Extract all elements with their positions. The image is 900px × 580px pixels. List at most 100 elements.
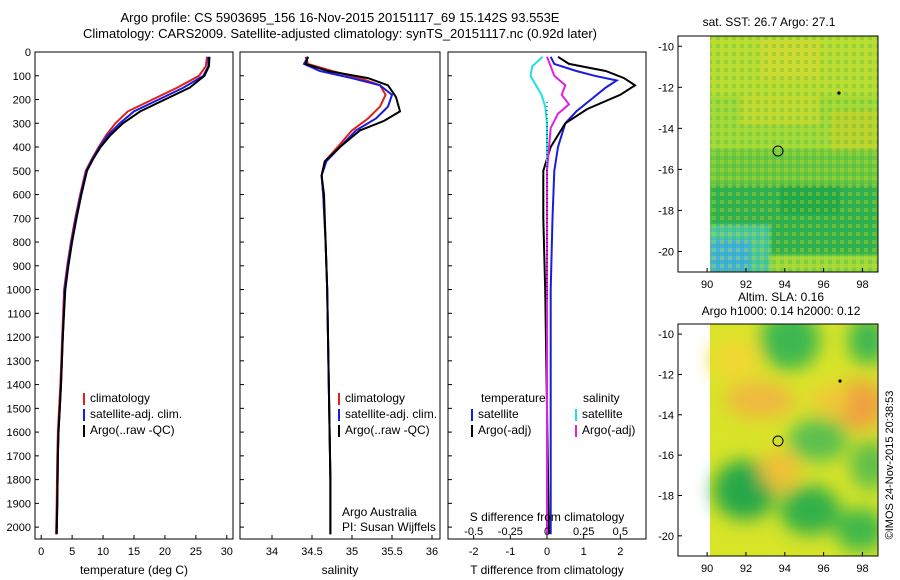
- map-xtick-label: 94: [779, 279, 791, 291]
- xtick-label: 35.5: [381, 546, 402, 558]
- sst-heatmap: [678, 36, 878, 272]
- legend-label: satellite-adj. clim.: [345, 407, 437, 421]
- salinity-diff-axis-label: S difference from climatology: [470, 510, 625, 524]
- xtick-label: 10: [97, 546, 109, 558]
- legend-label: Argo(-adj): [478, 423, 531, 437]
- map-ytick-label: -10: [658, 41, 674, 53]
- pi-annotation: PI: Susan Wijffels: [342, 520, 436, 534]
- ytick-label: 1400: [7, 380, 31, 392]
- ytick-label: 1700: [7, 451, 31, 463]
- temp-xlabel: temperature (deg C): [80, 563, 188, 577]
- temp-plot-frame: [34, 51, 234, 540]
- legend-label: climatology: [345, 391, 405, 405]
- map-xtick-label: 94: [779, 563, 791, 575]
- stick-label: -0.25: [498, 526, 523, 538]
- xtick-label: 30: [221, 546, 233, 558]
- map-ytick-label: -18: [658, 490, 674, 502]
- ytick-label: 800: [13, 237, 31, 249]
- argo-position-marker-sla: [772, 435, 784, 447]
- xtick-label: 20: [159, 546, 171, 558]
- ytick-label: 1200: [7, 332, 31, 344]
- stick-label: -0.5: [464, 526, 483, 538]
- xtick-label: 0: [544, 546, 550, 558]
- stick-label: 0.25: [573, 526, 594, 538]
- xtick-label: 35: [346, 546, 358, 558]
- ytick-label: 200: [13, 95, 31, 107]
- map-ytick-label: -14: [658, 123, 674, 135]
- sla-map-title: Altim. SLA: 0.16: [738, 290, 824, 304]
- ytick-label: 1500: [7, 403, 31, 415]
- map-ytick-label: -20: [658, 246, 674, 258]
- ytick-label: 100: [13, 71, 31, 83]
- sst-map-panel: sat. SST: 26.7 Argo: 27.1 90 92 94 96 98 -10 -…: [658, 15, 879, 291]
- xtick-label: 2: [617, 546, 623, 558]
- stick-label: 0.5: [613, 526, 628, 538]
- map-xtick-label: 98: [856, 563, 868, 575]
- map-ytick-label: -10: [658, 329, 674, 341]
- map-xtick-label: 98: [856, 279, 868, 291]
- series-line-argo-raw-qc-: [304, 56, 402, 535]
- legend-label: satellite-adj. clim.: [90, 407, 182, 421]
- sal-xlabel: salinity: [322, 563, 359, 577]
- ytick-label: 300: [13, 118, 31, 130]
- salinity-panel: 34 34.5 35 35.5 36 salinity climatology satelli…: [239, 51, 441, 577]
- legend-label: Argo(..raw -QC): [345, 423, 430, 437]
- data-source-annotation: Argo Australia: [342, 505, 417, 519]
- legend-label: satellite: [582, 407, 623, 421]
- legend-label: satellite: [478, 407, 519, 421]
- map-xtick-label: 90: [701, 563, 713, 575]
- map-ytick-label: -20: [658, 531, 674, 543]
- sst-map-title: sat. SST: 26.7 Argo: 27.1: [703, 15, 836, 29]
- ytick-label: 1900: [7, 498, 31, 510]
- ytick-label: 600: [13, 190, 31, 202]
- legend-label: Argo(..raw -QC): [90, 423, 175, 437]
- title-line-1: Argo profile: CS 5903695_156 16-Nov-2015…: [121, 10, 560, 25]
- difference-panel: -2 -1 0 1 2 T difference from climatology -0.5…: [447, 51, 647, 577]
- diff-xlabel: T difference from climatology: [470, 563, 624, 577]
- map-ytick-label: -18: [658, 205, 674, 217]
- series-line-temperature-satellite: [549, 56, 620, 535]
- ytick-label: 1800: [7, 475, 31, 487]
- legend-label: Argo(-adj): [582, 423, 635, 437]
- ytick-label: 900: [13, 261, 31, 273]
- map-xtick-label: 90: [701, 279, 713, 291]
- ytick-label: 1100: [7, 308, 31, 320]
- ytick-label: 500: [13, 166, 31, 178]
- sla-heatmap: [678, 324, 878, 556]
- xtick-label: 15: [128, 546, 140, 558]
- ytick-label: 700: [13, 213, 31, 225]
- xtick-label: -1: [505, 546, 515, 558]
- sal-plot-frame: [239, 51, 441, 540]
- xtick-label: 34.5: [301, 546, 322, 558]
- sla-map-subtitle: Argo h1000: 0.14 h2000: 0.12: [702, 304, 861, 318]
- ytick-label: 400: [13, 142, 31, 154]
- xtick-label: 34: [266, 546, 278, 558]
- map-ytick-label: -16: [658, 164, 674, 176]
- xtick-label: 1: [581, 546, 587, 558]
- map-xtick-label: 96: [818, 563, 830, 575]
- ytick-label: 1600: [7, 427, 31, 439]
- ytick-label: 1000: [7, 285, 31, 297]
- series-line-argo-raw-qc-: [55, 56, 211, 535]
- xtick-label: -2: [469, 546, 479, 558]
- xtick-label: 5: [69, 546, 75, 558]
- map-ytick-label: -16: [658, 450, 674, 462]
- map-ytick-label: -12: [658, 369, 674, 381]
- map-ytick-label: -14: [658, 410, 674, 422]
- map-xtick-label: 96: [818, 279, 830, 291]
- ytick-label: 2000: [7, 522, 31, 534]
- map-ytick-label: -12: [658, 82, 674, 94]
- legend-header-temperature: temperature: [481, 391, 546, 405]
- temperature-panel: 0100200300400500600700800900100011001200…: [7, 47, 234, 577]
- xtick-label: 0: [38, 546, 44, 558]
- ytick-label: 0: [25, 47, 31, 59]
- xtick-label: 25: [190, 546, 202, 558]
- stick-label: 0: [544, 526, 550, 538]
- timestamp: ©IMOS 24-Nov-2015 20:38:53: [884, 391, 896, 540]
- sla-map-panel: Altim. SLA: 0.16 Argo h1000: 0.14 h2000:…: [658, 290, 879, 575]
- map-xtick-label: 92: [740, 563, 752, 575]
- ytick-label: 1300: [7, 356, 31, 368]
- title-line-2: Climatology: CARS2009. Satellite-adjuste…: [83, 26, 597, 41]
- argo-position-marker: [772, 145, 784, 157]
